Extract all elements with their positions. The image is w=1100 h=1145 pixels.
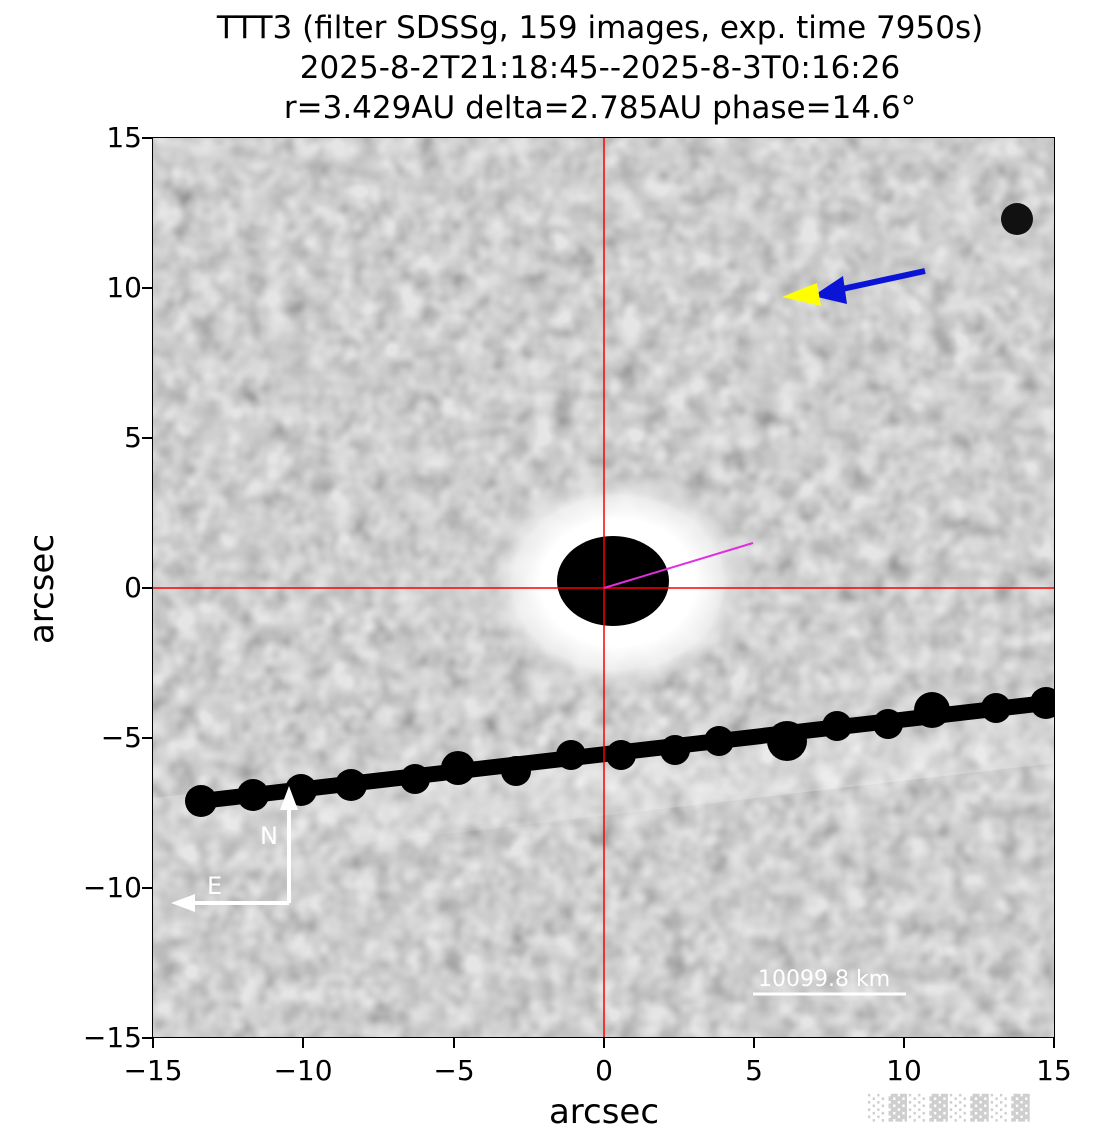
- y-tick-label: 5: [124, 421, 142, 454]
- x-tick-mark: [903, 1038, 905, 1048]
- y-tick-mark: [142, 137, 152, 139]
- x-tick-mark: [152, 1038, 154, 1048]
- y-tick-label: 10: [106, 271, 142, 304]
- x-tick-mark: [1053, 1038, 1055, 1048]
- title-line-2: 2025-8-2T21:18:45--2025-8-3T0:16:26: [299, 50, 901, 86]
- x-tick-label: 15: [1036, 1054, 1072, 1087]
- y-axis-label: arcsec: [22, 533, 62, 645]
- x-tick-mark: [753, 1038, 755, 1048]
- y-tick-mark: [142, 887, 152, 889]
- image-panel: N E 10099.8 km: [152, 137, 1055, 1038]
- title-line-1: TTT3 (filter SDSSg, 159 images, exp. tim…: [216, 10, 984, 46]
- title-line-3: r=3.429AU delta=2.785AU phase=14.6°: [283, 90, 917, 126]
- x-tick-label: 5: [745, 1054, 763, 1087]
- x-tick-label: −15: [123, 1054, 183, 1087]
- figure-title: TTT3 (filter SDSSg, 159 images, exp. tim…: [0, 8, 1100, 128]
- y-tick-label: 0: [124, 571, 142, 604]
- x-tick-mark: [302, 1038, 304, 1048]
- x-tick-label: 10: [886, 1054, 922, 1087]
- x-tick-mark: [453, 1038, 455, 1048]
- magenta-vector: [603, 542, 754, 589]
- watermark: ░▓░▓░▓░▓: [868, 1094, 1032, 1122]
- blue-arrow: [813, 268, 926, 304]
- comet-image: N E 10099.8 km: [153, 138, 1054, 1037]
- background-star: [1001, 203, 1033, 235]
- compass-east-label: E: [207, 872, 222, 900]
- y-tick-label: −10: [82, 871, 142, 904]
- y-tick-mark: [142, 737, 152, 739]
- yellow-arrow: [782, 283, 821, 306]
- compass-north-label: N: [260, 822, 278, 850]
- scale-bar-label: 10099.8 km: [758, 967, 890, 992]
- star-trail: [185, 687, 1054, 817]
- y-tick-mark: [142, 287, 152, 289]
- x-tick-label: −10: [273, 1054, 333, 1087]
- nucleus-mask: [557, 536, 669, 626]
- compass: [171, 786, 298, 912]
- x-tick-label: 0: [595, 1054, 613, 1087]
- x-axis-label: arcsec: [548, 1092, 660, 1132]
- y-tick-mark: [142, 1037, 152, 1039]
- y-tick-label: −15: [82, 1021, 142, 1054]
- y-tick-mark: [142, 437, 152, 439]
- x-tick-mark: [603, 1038, 605, 1048]
- y-tick-mark: [142, 587, 152, 589]
- y-tick-label: 15: [106, 121, 142, 154]
- y-tick-label: −5: [100, 721, 142, 754]
- x-tick-label: −5: [433, 1054, 475, 1087]
